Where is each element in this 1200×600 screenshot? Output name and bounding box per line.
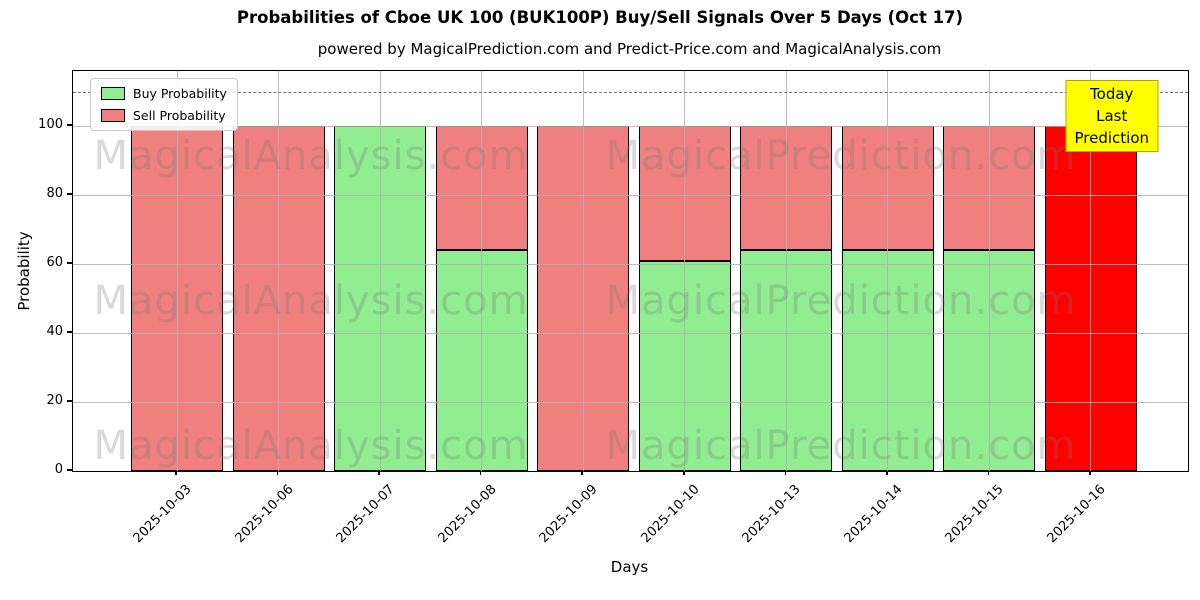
v-gridline <box>481 71 483 471</box>
h-gridline <box>73 401 1188 403</box>
x-axis-title: Days <box>610 558 649 576</box>
h-gridline <box>73 263 1188 265</box>
annotation-line-2: Last Prediction <box>1074 107 1150 147</box>
watermark-text: MagicalAnalysis.com <box>93 133 529 179</box>
y-tick-label: 0 <box>54 462 63 477</box>
legend: Buy Probability Sell Probability <box>90 78 238 131</box>
x-tick-mark <box>581 470 583 475</box>
today-annotation-box: Today Last Prediction <box>1065 80 1158 152</box>
x-tick-mark <box>886 470 888 475</box>
y-tick-label: 60 <box>46 255 63 271</box>
legend-label-buy: Buy Probability <box>133 86 227 101</box>
buy-swatch <box>101 87 125 100</box>
v-gridline <box>785 71 787 471</box>
x-tick-mark <box>987 470 990 475</box>
y-tick-label: 20 <box>46 393 63 409</box>
y-tick-mark <box>67 124 72 126</box>
v-gridline <box>1090 71 1092 471</box>
h-gridline <box>73 332 1188 334</box>
v-gridline <box>988 71 990 471</box>
x-tick-mark <box>479 470 482 475</box>
legend-item-sell: Sell Probability <box>101 108 227 123</box>
watermark-text: MagicalAnalysis.com <box>93 278 529 324</box>
watermark-text: MagicalPrediction.com <box>605 423 1077 469</box>
watermark-text: MagicalAnalysis.com <box>93 423 529 469</box>
watermark-text: MagicalPrediction.com <box>605 133 1077 179</box>
y-tick-mark <box>67 331 72 333</box>
y-tick-mark <box>67 400 72 402</box>
x-tick-mark <box>175 470 177 475</box>
y-tick-label: 80 <box>46 186 63 202</box>
v-gridline <box>278 71 280 471</box>
y-axis-title: Probability <box>15 231 33 311</box>
dashed-threshold-line <box>73 91 1188 93</box>
sell-swatch <box>101 109 125 122</box>
v-gridline <box>582 71 584 471</box>
y-tick-mark <box>67 193 72 195</box>
v-gridline <box>684 71 686 471</box>
x-tick-mark <box>1089 470 1091 475</box>
legend-label-sell: Sell Probability <box>133 108 226 123</box>
plot-area: MagicalAnalysis.com MagicalAnalysis.com Ma… <box>72 70 1189 472</box>
y-tick-label: 40 <box>46 324 63 340</box>
annotation-line-1: Today <box>1090 85 1134 103</box>
legend-item-buy: Buy Probability <box>101 86 227 101</box>
watermark-text: MagicalPrediction.com <box>605 278 1077 324</box>
v-gridline <box>887 71 889 471</box>
y-tick-label: 100 <box>38 117 63 133</box>
chart-title: Probabilities of Cboe UK 100 (BUK100P) B… <box>236 8 964 27</box>
h-gridline <box>73 194 1188 196</box>
v-gridline <box>176 71 178 471</box>
v-gridline <box>379 71 381 471</box>
x-tick-mark <box>683 470 685 475</box>
y-tick-mark <box>67 262 72 264</box>
x-tick-mark <box>378 470 380 475</box>
chart-subtitle: powered by MagicalPrediction.com and Pre… <box>317 40 942 58</box>
x-tick-mark <box>276 470 279 475</box>
y-tick-mark <box>67 469 72 471</box>
x-tick-mark <box>784 470 787 475</box>
h-gridline <box>73 125 1188 127</box>
